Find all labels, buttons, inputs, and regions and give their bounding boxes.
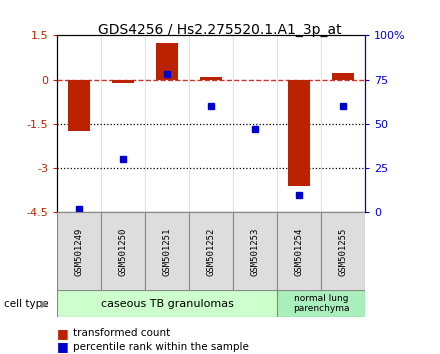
Bar: [68, 80, 90, 131]
Bar: [233, 212, 277, 292]
Text: normal lung
parenchyma: normal lung parenchyma: [293, 294, 349, 313]
Bar: [200, 77, 222, 80]
Bar: [156, 43, 178, 80]
Bar: [57, 290, 277, 317]
Text: GSM501251: GSM501251: [163, 228, 172, 276]
Text: GSM501255: GSM501255: [339, 228, 348, 276]
Text: transformed count: transformed count: [73, 329, 170, 338]
Text: GSM501252: GSM501252: [207, 228, 216, 276]
Text: caseous TB granulomas: caseous TB granulomas: [101, 298, 234, 309]
Bar: [112, 80, 134, 83]
Bar: [277, 290, 365, 317]
Text: cell type: cell type: [4, 299, 49, 309]
Text: percentile rank within the sample: percentile rank within the sample: [73, 342, 249, 352]
Text: ■: ■: [57, 341, 69, 353]
Bar: [332, 73, 354, 80]
Bar: [101, 212, 145, 292]
Text: GSM501254: GSM501254: [295, 228, 304, 276]
Text: ▶: ▶: [41, 299, 49, 309]
Text: GSM501249: GSM501249: [75, 228, 84, 276]
Text: GSM501250: GSM501250: [119, 228, 128, 276]
Text: GSM501253: GSM501253: [251, 228, 260, 276]
Text: ■: ■: [57, 327, 69, 340]
Bar: [277, 212, 321, 292]
Bar: [57, 212, 101, 292]
Bar: [189, 212, 233, 292]
Bar: [288, 80, 310, 186]
Bar: [321, 212, 365, 292]
Bar: [145, 212, 189, 292]
Text: GDS4256 / Hs2.275520.1.A1_3p_at: GDS4256 / Hs2.275520.1.A1_3p_at: [98, 23, 342, 37]
